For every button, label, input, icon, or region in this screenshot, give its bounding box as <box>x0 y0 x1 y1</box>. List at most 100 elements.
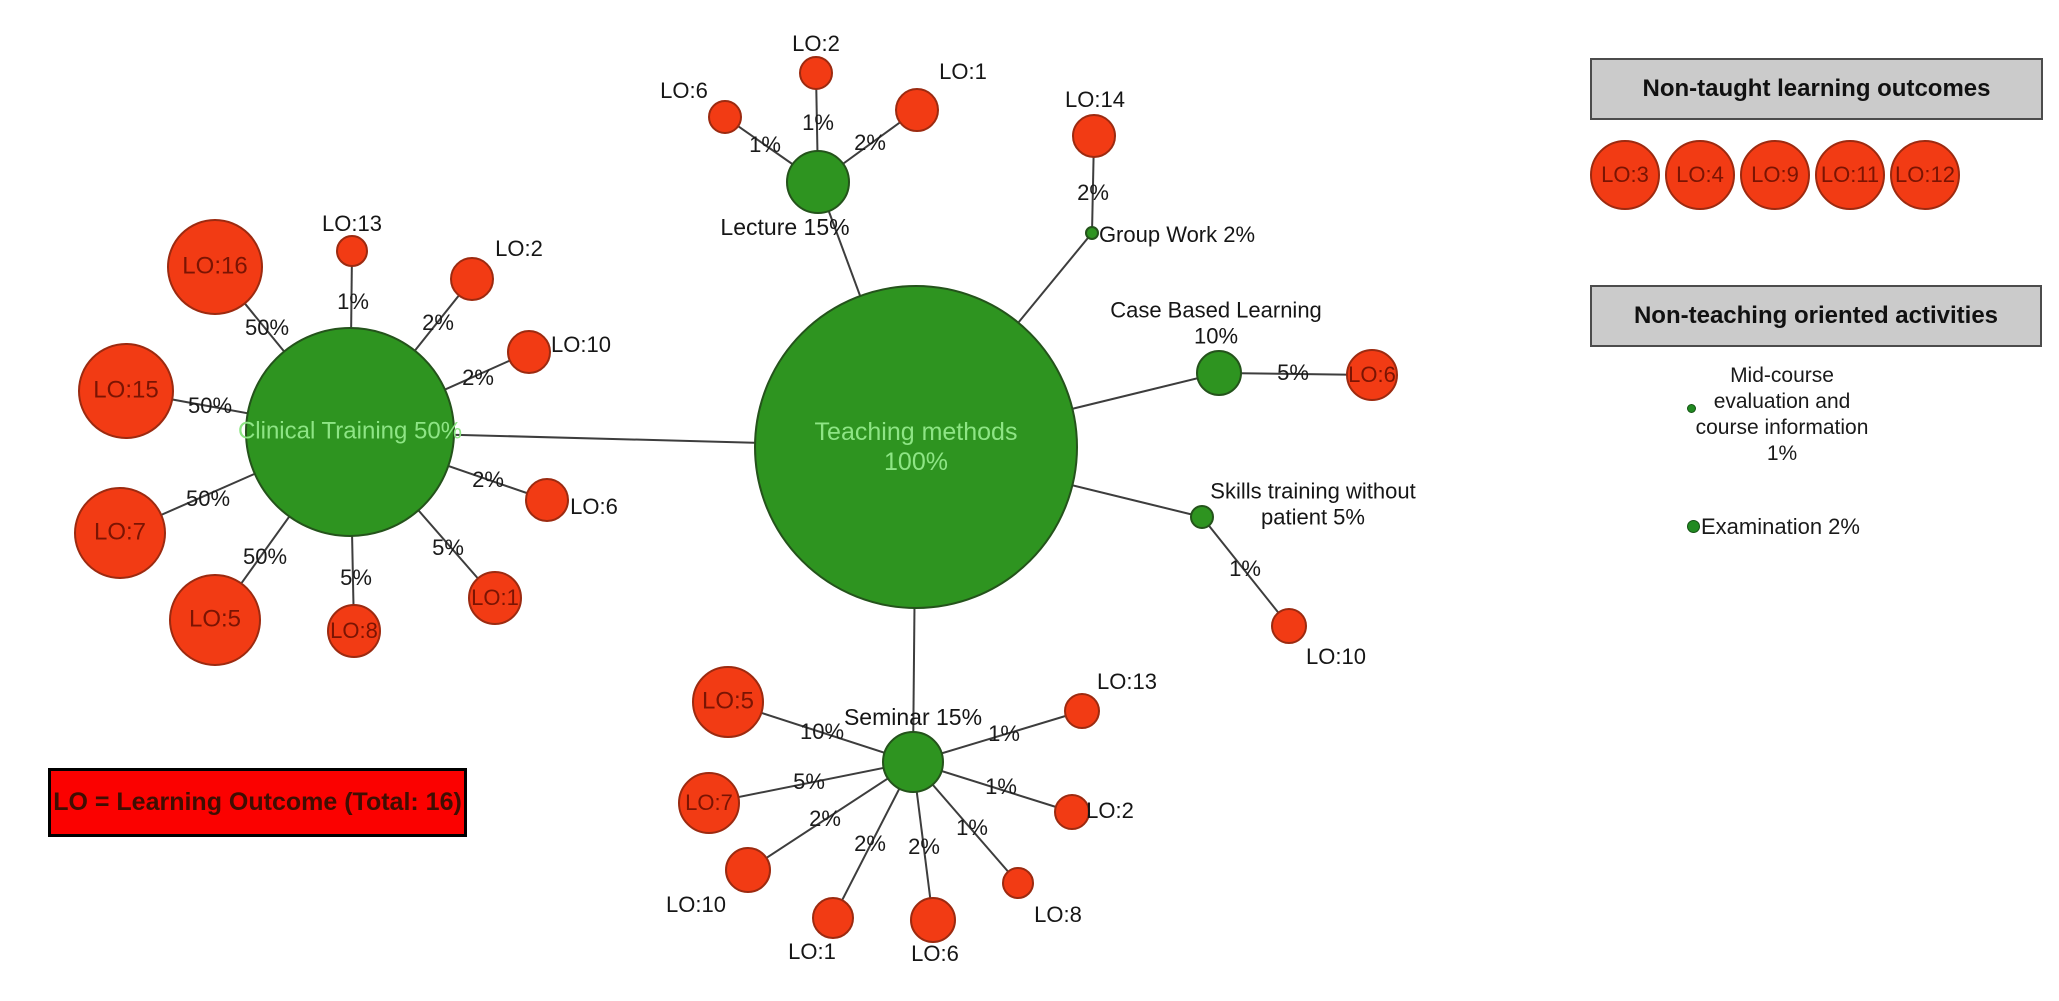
edge-label-clinical-c10: 2% <box>462 365 494 390</box>
examination-activity-label: Examination 2% <box>1701 514 1860 539</box>
node-c16 <box>167 219 263 315</box>
edge-label-clinical-c5: 50% <box>242 544 288 569</box>
edge-label-clinical-c13: 1% <box>337 289 369 314</box>
label-c1: LO:1 <box>471 584 519 610</box>
node-c8 <box>327 604 381 658</box>
label-groupwork: Group Work 2% <box>1098 221 1256 247</box>
edge-label-lecture-l1: 2% <box>854 130 886 155</box>
legend-non-taught-circles: LO:3 LO:4 LO:9 LO:11 LO:12 <box>1590 140 1970 210</box>
edge-label-clinical-c8: 5% <box>340 565 372 590</box>
label-teaching: Teaching methods 100% <box>814 418 1018 476</box>
node-se5 <box>692 666 764 738</box>
node-se6 <box>910 897 956 943</box>
node-cbl <box>1196 350 1242 396</box>
label-c13: LO:13 <box>322 210 382 236</box>
node-seminar <box>882 731 944 793</box>
label-l1: LO:1 <box>939 58 987 84</box>
label-s10: LO:10 <box>1306 643 1366 669</box>
node-se2 <box>1054 794 1090 830</box>
edge-label-clinical-c7: 50% <box>185 486 231 511</box>
label-se2: LO:2 <box>1086 797 1134 823</box>
lo-abbreviation-note: LO = Learning Outcome (Total: 16) <box>48 768 467 837</box>
edge-label-skills-s10: 1% <box>1229 556 1261 581</box>
node-se10 <box>725 847 771 893</box>
edge-label-clinical-c15: 50% <box>187 393 233 418</box>
edge-label-clinical-c6: 2% <box>472 467 504 492</box>
edge-label-seminar-se7: 5% <box>793 769 825 794</box>
legend-outcome-circle: LO:3 <box>1590 140 1660 210</box>
edge-label-cbl-cb6: 5% <box>1277 360 1309 385</box>
node-c13 <box>336 235 368 267</box>
legend-outcome-circle: LO:11 <box>1815 140 1885 210</box>
edge-label-groupwork-g14: 2% <box>1077 180 1109 205</box>
midcourse-activity-dot <box>1687 404 1696 413</box>
label-l6: LO:6 <box>660 77 708 103</box>
node-se7 <box>678 772 740 834</box>
node-c10 <box>507 330 551 374</box>
label-c5: LO:5 <box>188 605 242 633</box>
label-lecture: Lecture 15% <box>720 214 850 241</box>
edge-seminar-se7 <box>708 761 914 804</box>
edge-label-clinical-c16: 50% <box>244 315 290 340</box>
legend-non-taught-title: Non-taught learning outcomes <box>1590 58 2043 120</box>
node-c6 <box>525 478 569 522</box>
label-g14: LO:14 <box>1065 86 1125 112</box>
node-l2 <box>799 56 833 90</box>
node-c1 <box>468 571 522 625</box>
legend-outcome-circle: LO:12 <box>1890 140 1960 210</box>
label-l2: LO:2 <box>792 30 840 56</box>
legend-non-teaching-title: Non-teaching oriented activities <box>1590 285 2042 347</box>
label-cbl: Case Based Learning 10% <box>1110 297 1322 349</box>
label-seminar: Seminar 15% <box>843 704 983 731</box>
node-l6 <box>708 100 742 134</box>
node-teaching <box>754 285 1078 609</box>
label-c6: LO:6 <box>570 493 618 519</box>
node-se8 <box>1002 867 1034 899</box>
label-c15: LO:15 <box>93 376 159 404</box>
edge-label-seminar-se1: 2% <box>854 831 886 856</box>
legend-outcome-circle: LO:4 <box>1665 140 1735 210</box>
label-se8: LO:8 <box>1034 901 1082 927</box>
node-c7 <box>74 487 166 579</box>
label-c8: LO:8 <box>330 617 378 643</box>
label-se7: LO:7 <box>685 789 733 815</box>
label-cb6: LO:6 <box>1348 361 1396 387</box>
label-c10: LO:10 <box>551 331 611 357</box>
label-se13: LO:13 <box>1097 668 1157 694</box>
node-c5 <box>169 574 261 666</box>
node-se13 <box>1064 693 1100 729</box>
edge-label-seminar-se6: 2% <box>908 834 940 859</box>
edge-label-lecture-l2: 1% <box>802 110 834 135</box>
label-c16: LO:16 <box>182 252 248 280</box>
node-clinical <box>245 327 455 537</box>
node-se1 <box>812 897 854 939</box>
node-s10 <box>1271 608 1307 644</box>
node-lecture <box>786 150 850 214</box>
node-l1 <box>895 88 939 132</box>
node-g14 <box>1072 114 1116 158</box>
edge-label-clinical-c1: 5% <box>432 535 464 560</box>
edge-label-clinical-c2: 2% <box>422 310 454 335</box>
node-c2 <box>450 257 494 301</box>
label-c7: LO:7 <box>93 518 147 546</box>
label-clinical: Clinical Training 50% <box>237 417 463 445</box>
node-cb6 <box>1346 349 1398 401</box>
edge-label-seminar-se5: 10% <box>799 719 845 744</box>
edge-seminar-se10 <box>747 761 914 871</box>
edge-label-seminar-se10: 2% <box>809 806 841 831</box>
label-se1: LO:1 <box>788 938 836 964</box>
label-se10: LO:10 <box>666 891 726 917</box>
midcourse-activity-label: Mid-course evaluation and course informa… <box>1695 364 1869 465</box>
node-groupwork <box>1085 226 1099 240</box>
examination-activity-dot <box>1687 520 1700 533</box>
edge-label-seminar-se2: 1% <box>985 774 1017 799</box>
edge-label-seminar-se8: 1% <box>956 815 988 840</box>
edge-skills-s10 <box>1201 516 1290 627</box>
edge-label-seminar-se13: 1% <box>988 721 1020 746</box>
label-se6: LO:6 <box>911 940 959 966</box>
label-se5: LO:5 <box>701 687 755 715</box>
label-skills: Skills training without patient 5% <box>1210 478 1416 530</box>
node-skills <box>1190 505 1214 529</box>
